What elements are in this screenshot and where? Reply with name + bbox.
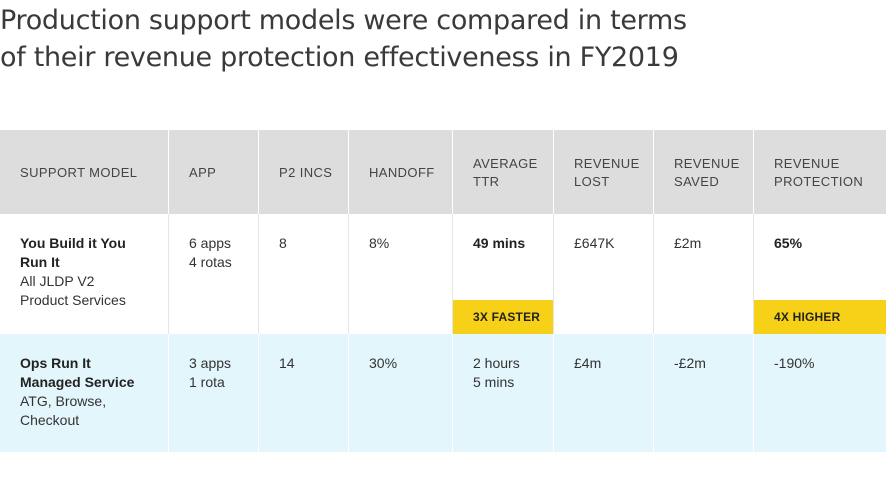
table-row: Ops Run It Managed Service ATG, Browse, … [0,334,886,452]
slide-title-line-2: of their revenue protection effectivenes… [0,42,679,73]
model-description: All JLDP V2 [20,273,95,289]
cell-handoff: 8% [349,214,453,334]
header-label: SUPPORT MODEL [20,165,138,180]
header-label: PROTECTION [774,174,864,189]
header-cell-revenue-lost: REVENUE LOST [554,130,654,214]
cell-p2-incs: 8 [259,214,349,334]
p2-incs-value: 14 [279,355,295,371]
cell-revenue-saved: £2m [654,214,754,334]
cell-app: 3 apps 1 rota [169,334,259,452]
revenue-lost-value: £4m [574,355,602,371]
header-cell-app: APP [169,130,259,214]
app-count: 6 apps [189,235,232,251]
slide-title: Production support models were compared … [0,2,880,76]
header-cell-support-model: SUPPORT MODEL [0,130,169,214]
table-header-row: SUPPORT MODEL APP P2 INCS HANDOFF AVERAG… [0,130,886,214]
header-label: REVENUE [774,156,840,171]
revenue-lost-value: £647K [574,235,615,251]
table-row: You Build it You Run It All JLDP V2 Prod… [0,214,886,334]
protection-badge: 4X HIGHER [754,300,886,334]
cell-revenue-protection: -190% [754,334,886,452]
ttr-badge: 3X FASTER [453,300,553,334]
header-label: HANDOFF [369,165,435,180]
p2-incs-value: 8 [279,235,287,251]
model-description: Product Services [20,292,126,308]
cell-average-ttr: 49 mins 3X FASTER [453,214,554,334]
cell-app: 6 apps 4 rotas [169,214,259,334]
handoff-value: 8% [369,235,390,251]
header-label: LOST [574,174,610,189]
model-name: Managed Service [20,374,135,390]
header-cell-average-ttr: AVERAGE TTR [453,130,554,214]
header-cell-revenue-protection: REVENUE PROTECTION [754,130,886,214]
header-label: SAVED [674,174,720,189]
cell-revenue-lost: £4m [554,334,654,452]
cell-p2-incs: 14 [259,334,349,452]
header-label: REVENUE [674,156,740,171]
model-description: Checkout [20,412,80,428]
header-label: TTR [473,174,500,189]
model-description: ATG, Browse, [20,393,107,409]
rota-count: 1 rota [189,374,225,390]
revenue-protection-value: 65% [774,235,803,251]
revenue-protection-value: -190% [774,355,815,371]
cell-handoff: 30% [349,334,453,452]
cell-support-model: Ops Run It Managed Service ATG, Browse, … [0,334,169,452]
handoff-value: 30% [369,355,398,371]
rota-count: 4 rotas [189,254,232,270]
header-label: AVERAGE [473,156,538,171]
ttr-value: 5 mins [473,374,515,390]
header-label: P2 INCS [279,165,333,180]
header-cell-handoff: HANDOFF [349,130,453,214]
header-label: APP [189,165,217,180]
app-count: 3 apps [189,355,232,371]
ttr-value: 2 hours [473,355,520,371]
cell-revenue-lost: £647K [554,214,654,334]
slide-title-line-1: Production support models were compared … [0,5,687,36]
cell-revenue-protection: 65% 4X HIGHER [754,214,886,334]
header-label: REVENUE [574,156,640,171]
model-name: Ops Run It [20,355,91,371]
model-name: You Build it You [20,235,126,251]
cell-average-ttr: 2 hours 5 mins [453,334,554,452]
model-name: Run It [20,254,60,270]
cell-support-model: You Build it You Run It All JLDP V2 Prod… [0,214,169,334]
header-cell-p2-incs: P2 INCS [259,130,349,214]
revenue-saved-value: £2m [674,235,702,251]
comparison-table: SUPPORT MODEL APP P2 INCS HANDOFF AVERAG… [0,130,886,452]
cell-revenue-saved: -£2m [654,334,754,452]
revenue-saved-value: -£2m [674,355,706,371]
ttr-value: 49 mins [473,235,526,251]
header-cell-revenue-saved: REVENUE SAVED [654,130,754,214]
